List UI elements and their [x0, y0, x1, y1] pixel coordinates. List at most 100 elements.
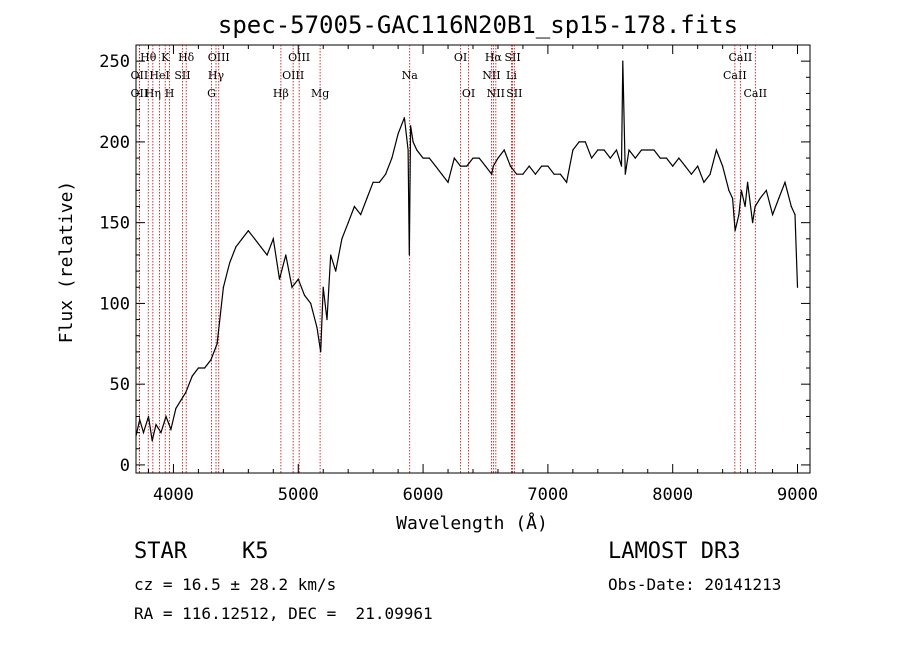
chart-title: spec-57005-GAC116N20B1_sp15-178.fits [218, 11, 738, 39]
spectrum-point [453, 157, 455, 159]
spectral-line-label: SII [506, 87, 522, 100]
spectrum-point [697, 165, 699, 167]
spectrum-point [678, 157, 680, 159]
spectrum-point [771, 213, 774, 216]
spectrum-point [478, 157, 480, 159]
spectrum-point [653, 149, 655, 151]
spectrum-point [665, 157, 668, 159]
spectrum-point [285, 254, 287, 256]
spectrum-line [135, 61, 799, 441]
spectrum-point [672, 165, 674, 167]
spectral-line-label: Hβ [273, 87, 289, 100]
spectrum-point [794, 213, 796, 216]
spectrum-point [553, 173, 555, 175]
spectrum-point [640, 149, 643, 151]
object-class: STAR [134, 539, 187, 564]
spectrum-point [597, 149, 599, 151]
spectrum-point [578, 141, 580, 143]
spectrum-point [297, 278, 299, 280]
spectrum-point [497, 157, 499, 159]
spectrum-point [197, 367, 200, 369]
spectral-line-label: SII [504, 51, 520, 64]
y-axis-label: Flux (relative) [56, 181, 77, 344]
spectral-line-label: NII [487, 87, 505, 100]
spectrum-series [135, 60, 799, 442]
spectrum-point [204, 367, 206, 369]
observation-date: Obs-Date: 20141213 [608, 575, 782, 594]
spectrum-point [408, 254, 410, 256]
spectral-line-label: HeI [149, 69, 169, 82]
spectrum-point [534, 173, 537, 175]
spectral-line-label: Mg [311, 87, 329, 100]
spectral-line-label: G [207, 87, 216, 100]
spectral-line-label: OIII [288, 51, 310, 64]
spectrum-point [509, 165, 512, 167]
spectrum-point [341, 238, 343, 240]
spectrum-point [659, 157, 661, 159]
spectrum-point [422, 157, 424, 159]
spectrum-point [347, 222, 349, 224]
spectrum-point [303, 294, 306, 296]
y-tick-label: 100 [99, 294, 130, 314]
spectrum-point [428, 157, 430, 159]
spectrum-point [590, 157, 593, 159]
y-axis-ticks: 0 50 100 150 200 250 [99, 52, 810, 476]
spectrum-point [316, 327, 318, 329]
spectral-line-label: CaII [723, 69, 747, 82]
spectrum-point [572, 149, 574, 151]
spectral-line-label: K [161, 51, 170, 64]
spectrum-point [796, 286, 799, 288]
spectrum-point [229, 262, 231, 264]
spectrum-point [397, 133, 399, 135]
spectrum-point [459, 165, 462, 167]
spectrum-point [165, 415, 167, 418]
spectrum-point [139, 419, 141, 421]
spectrum-point [628, 149, 630, 151]
spectral-line-label: SII [174, 69, 190, 82]
spectrum-point [684, 165, 686, 167]
spectral-line-markers [138, 45, 756, 473]
spectrum-point [790, 205, 792, 208]
y-tick-label: 50 [110, 375, 130, 395]
spectrum-point [407, 149, 409, 151]
spectrum-point [603, 149, 605, 151]
spectrum-point [335, 270, 337, 272]
spectrum-point [434, 165, 437, 167]
spectral-line-label: H [165, 87, 175, 100]
spectrum-point [690, 173, 693, 175]
spectrum-point [547, 165, 549, 167]
spectrum-point [330, 254, 332, 256]
spectrum-point [320, 351, 322, 353]
spectrum-point [728, 189, 730, 191]
spectrum-point [272, 238, 274, 240]
spectrum-point [744, 205, 746, 208]
spectrum-point [765, 189, 767, 191]
spectrum-point [778, 197, 780, 200]
spectral-line-label: Hα [485, 51, 503, 64]
spectral-line-label: Hθ [140, 51, 157, 64]
spectrum-point [210, 359, 212, 361]
spectrum-point [155, 423, 157, 426]
spectrum-point [266, 254, 268, 256]
spectrum-point [412, 141, 414, 143]
spectrum-point [409, 125, 412, 127]
spectrum-point [416, 149, 418, 151]
x-tick-label: 9000 [777, 485, 818, 505]
spectrum-point [492, 165, 494, 167]
x-axis-ticks: 4000 5000 6000 7000 8000 9000 [147, 45, 818, 505]
spectrum-point [703, 181, 705, 183]
spectral-line-label: Hη [145, 87, 161, 100]
spectral-line-label: OIII [282, 69, 304, 82]
spectrum-point [278, 278, 281, 280]
spectral-line-label: Hδ [178, 51, 195, 64]
spectrum-point [147, 415, 150, 418]
spectrum-point [503, 149, 505, 151]
spectrum-point [624, 173, 626, 175]
spectral-line-label: OIII [208, 51, 230, 64]
spectrum-point [615, 149, 618, 151]
spectrum-point [541, 165, 543, 167]
spectral-line-label: OI [462, 87, 475, 100]
redshift-cz: cz = 16.5 ± 28.2 km/s [134, 575, 337, 594]
